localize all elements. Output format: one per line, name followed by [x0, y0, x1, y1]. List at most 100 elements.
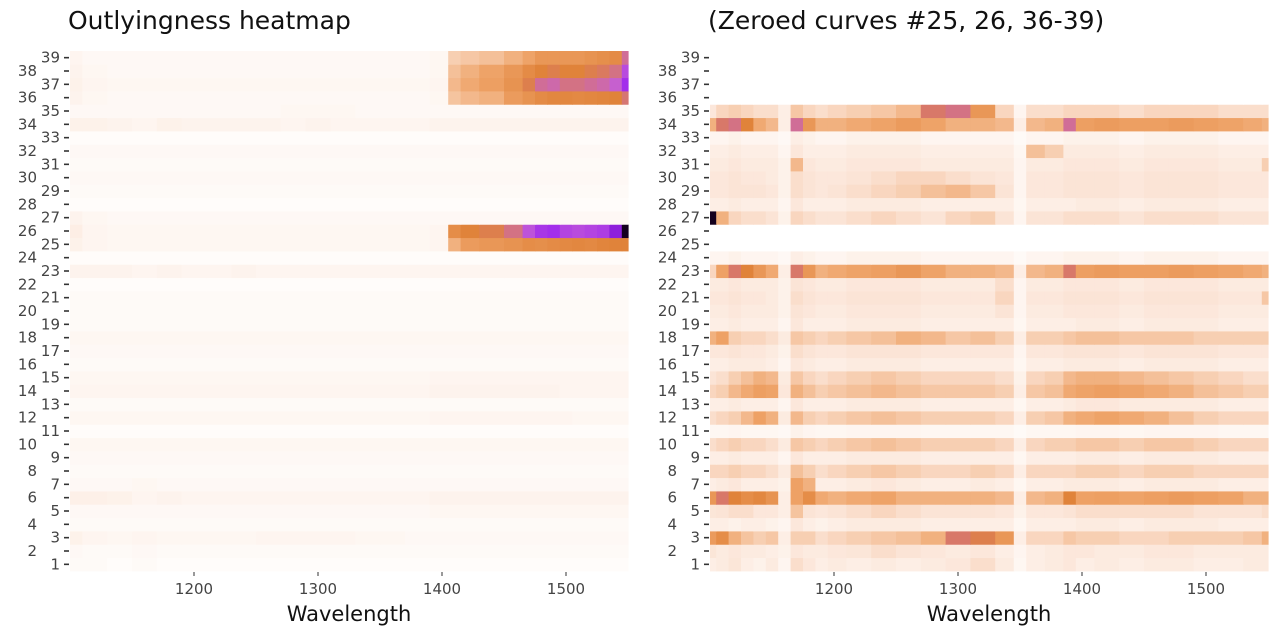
heatmap-cell	[995, 438, 1014, 452]
heatmap-cell	[729, 184, 742, 198]
heatmap-cell	[206, 318, 231, 332]
heatmap-cell	[609, 64, 622, 78]
heatmap-cell	[330, 198, 355, 212]
heatmap-cell	[380, 144, 405, 158]
heatmap-cell	[791, 398, 804, 412]
heatmap-cell	[710, 331, 717, 345]
heatmap-cell	[729, 544, 742, 558]
heatmap-cell	[330, 464, 355, 478]
heatmap-cell	[448, 304, 461, 318]
heatmap-cell	[946, 211, 971, 225]
heatmap-cell	[572, 371, 585, 385]
heatmap-cell	[1026, 451, 1045, 465]
heatmap-cell	[380, 211, 405, 225]
heatmap-cell	[1262, 278, 1269, 292]
heatmap-cell	[479, 91, 504, 105]
heatmap-cell	[82, 118, 107, 132]
heatmap-cell	[380, 158, 405, 172]
heatmap-cell	[871, 264, 896, 278]
heatmap-cell	[1218, 264, 1243, 278]
heatmap-cell	[1094, 491, 1119, 505]
heatmap-cell	[206, 198, 231, 212]
heatmap-cell	[461, 64, 480, 78]
heatmap-cell	[946, 224, 971, 238]
heatmap-cell	[523, 531, 536, 545]
heatmap-cell	[1119, 211, 1144, 225]
heatmap-cell	[330, 171, 355, 185]
heatmap-cell	[70, 104, 83, 118]
heatmap-cell	[766, 278, 779, 292]
heatmap-cell	[107, 211, 132, 225]
heatmap-cell	[710, 344, 717, 358]
heatmap-cell	[995, 344, 1014, 358]
heatmap-cell	[448, 424, 461, 438]
heatmap-cell	[281, 438, 306, 452]
heatmap-cell	[1243, 291, 1262, 305]
heatmap-cell	[815, 424, 828, 438]
heatmap-cell	[132, 278, 157, 292]
heatmap-cell	[1063, 398, 1076, 412]
heatmap-cell	[1243, 411, 1262, 425]
heatmap-cell	[405, 304, 430, 318]
heatmap-cell	[547, 158, 560, 172]
heatmap-cell	[921, 371, 946, 385]
heatmap-cell	[1026, 371, 1045, 385]
heatmap-cell	[716, 478, 729, 492]
heatmap-cell	[70, 424, 83, 438]
heatmap-cell	[206, 291, 231, 305]
heatmap-cell	[585, 64, 598, 78]
heatmap-cell	[430, 451, 449, 465]
heatmap-cell	[281, 304, 306, 318]
heatmap-cell	[256, 304, 281, 318]
heatmap-cell	[791, 531, 804, 545]
heatmap-cell	[741, 398, 754, 412]
heatmap-cell	[504, 518, 523, 532]
heatmap-cell	[1144, 558, 1169, 572]
heatmap-cell	[1169, 318, 1194, 332]
heatmap-cell	[846, 358, 871, 372]
heatmap-cell	[828, 331, 847, 345]
heatmap-cell	[231, 251, 256, 265]
heatmap-cell	[609, 504, 622, 518]
heatmap-cell	[622, 78, 629, 92]
heatmap-cell	[995, 144, 1014, 158]
heatmap-cell	[535, 131, 548, 145]
heatmap-cell	[585, 304, 598, 318]
heatmap-cell	[306, 344, 331, 358]
heatmap-cell	[547, 331, 560, 345]
heatmap-cell	[355, 278, 380, 292]
heatmap-cell	[1262, 491, 1269, 505]
heatmap-cell	[1094, 438, 1119, 452]
heatmap-cell	[132, 304, 157, 318]
heatmap-cell	[995, 184, 1014, 198]
heatmap-cell	[355, 304, 380, 318]
heatmap-cell	[803, 104, 816, 118]
heatmap-cell	[1169, 51, 1194, 65]
heatmap-cell	[560, 531, 573, 545]
heatmap-cell	[585, 131, 598, 145]
heatmap-cell	[995, 318, 1014, 332]
heatmap-cell	[479, 158, 504, 172]
heatmap-cell	[585, 211, 598, 225]
heatmap-cell	[1076, 544, 1095, 558]
heatmap-cell	[405, 198, 430, 212]
heatmap-cell	[430, 398, 449, 412]
heatmap-cell	[355, 251, 380, 265]
heatmap-cell	[828, 518, 847, 532]
heatmap-cell	[970, 531, 995, 545]
heatmap-cell	[1045, 158, 1064, 172]
heatmap-cell	[281, 358, 306, 372]
heatmap-cell	[995, 264, 1014, 278]
heatmap-cell	[815, 518, 828, 532]
heatmap-cell	[609, 371, 622, 385]
heatmap-cell	[1218, 384, 1243, 398]
heatmap-cell	[405, 371, 430, 385]
heatmap-cell	[461, 411, 480, 425]
heatmap-cell	[716, 118, 729, 132]
heatmap-cell	[405, 264, 430, 278]
y-tick-label: 31	[681, 155, 700, 173]
heatmap-cell	[803, 171, 816, 185]
heatmap-cell	[753, 291, 766, 305]
heatmap-cell	[1026, 331, 1045, 345]
heatmap-cell	[871, 544, 896, 558]
